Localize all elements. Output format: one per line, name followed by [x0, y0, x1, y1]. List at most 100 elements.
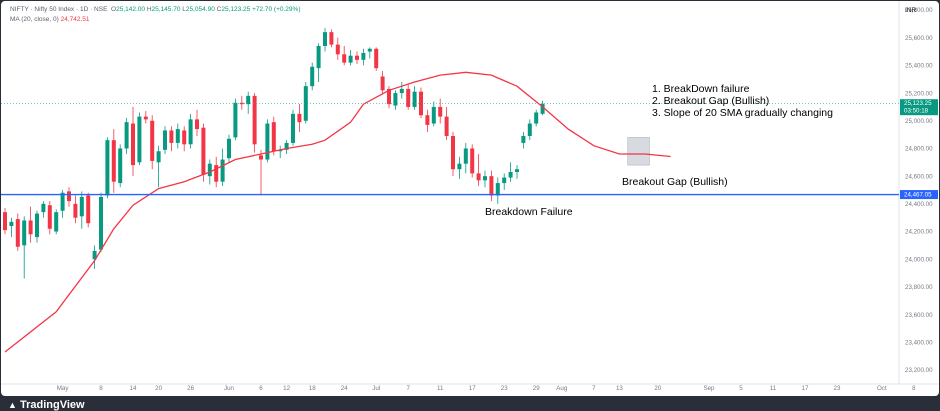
- x-tick-label: 11: [770, 385, 777, 392]
- candle-body: [201, 127, 206, 175]
- candle-body: [9, 221, 14, 226]
- candle-body: [99, 196, 103, 250]
- symbol-legend[interactable]: NIFTY · Nifty 50 Index · 1D · NSE O25,14…: [10, 6, 301, 13]
- ohlc-close: 25,123.25: [221, 6, 251, 13]
- candle-body: [73, 203, 78, 218]
- candle-body: [137, 116, 142, 163]
- chart-pane[interactable]: [1, 1, 939, 396]
- candle-body: [143, 116, 148, 120]
- x-tick-label: 13: [616, 385, 623, 392]
- candle-body: [188, 119, 193, 145]
- y-tick-label: 24,400.00: [905, 201, 933, 208]
- candle-body: [265, 123, 270, 160]
- ohlc-low-label: L: [182, 6, 186, 13]
- candle-body: [483, 176, 487, 181]
- candle-body: [348, 55, 353, 63]
- x-tick-label: 11: [437, 385, 444, 392]
- candle-body: [323, 32, 327, 46]
- candle-body: [131, 123, 135, 166]
- candle-body: [227, 138, 231, 159]
- symbol-name: NIFTY · Nifty 50 Index · 1D · NSE: [10, 6, 108, 13]
- x-tick-label: 12: [283, 385, 290, 392]
- candle-body: [41, 203, 46, 213]
- support-tag: 24,467.05: [900, 190, 938, 200]
- candle-body: [342, 54, 347, 63]
- x-tick-label: 7: [406, 385, 410, 392]
- candle-body: [35, 213, 39, 238]
- candle-body: [431, 106, 436, 124]
- x-tick-label: 20: [155, 385, 162, 392]
- candle-body: [502, 177, 507, 184]
- candle-body: [22, 220, 27, 246]
- candle-body: [86, 195, 91, 224]
- y-tick-label: 24,000.00: [905, 256, 933, 263]
- candle-body: [303, 86, 308, 121]
- candle-body: [355, 55, 359, 60]
- x-tick-label: 23: [501, 385, 508, 392]
- candle-body: [291, 113, 295, 143]
- y-tick-label: 23,600.00: [905, 312, 933, 319]
- candle-body: [246, 95, 251, 105]
- candle-body: [463, 148, 468, 164]
- x-tick-label: 5: [739, 385, 743, 392]
- candle-body: [374, 48, 379, 69]
- candle-body: [527, 123, 532, 136]
- candle-body: [60, 192, 65, 211]
- candle-body: [534, 112, 539, 124]
- candle-body: [214, 165, 219, 182]
- time-axis[interactable]: May 8 14 20 26 Jun 6 12 18 24 Jul 7 11 17 23 29 Aug 7 13 20…: [57, 385, 916, 392]
- candle-body: [28, 220, 33, 235]
- y-tick-label: 23,400.00: [905, 340, 933, 347]
- x-tick-label: Jun: [224, 385, 235, 392]
- candle-body: [297, 113, 302, 123]
- support-tag-value: 24,467.05: [904, 192, 932, 199]
- candle-body: [412, 91, 417, 107]
- candle-body: [182, 130, 187, 145]
- x-tick-label: 23: [834, 385, 841, 392]
- candle-body: [67, 191, 71, 202]
- candle-body: [521, 136, 526, 143]
- candle-body: [399, 88, 404, 94]
- candle-body: [380, 76, 385, 91]
- brand-name: TradingView: [19, 399, 85, 411]
- candle-body: [15, 219, 20, 247]
- x-tick-label: Oct: [877, 385, 887, 392]
- breakout-gap-box: [627, 137, 650, 166]
- candle-body: [438, 106, 443, 117]
- candle-body: [406, 88, 411, 107]
- ohlc-change: +72.70 (+0.29%): [252, 6, 301, 13]
- candle-body: [195, 119, 199, 130]
- ma-label: MA (20, close, 0): [10, 16, 59, 23]
- price-tag-countdown: 03:50:18: [904, 108, 929, 115]
- candle-body: [310, 66, 315, 87]
- breakdown-failure-label: Breakdown Failure: [485, 206, 573, 218]
- candle-body: [387, 88, 391, 105]
- x-tick-label: May: [57, 385, 70, 392]
- x-tick-label: 17: [802, 385, 809, 392]
- candle-body: [335, 44, 340, 55]
- tradingview-logo[interactable]: ▲ TradingView: [8, 399, 85, 411]
- candle-body: [118, 148, 123, 184]
- candle-body: [105, 140, 110, 196]
- ohlc-high-label: H: [146, 6, 152, 13]
- candle-body: [470, 148, 475, 174]
- ma-legend[interactable]: MA (20, close, 0) 24,742.51: [10, 16, 90, 23]
- annotation-item-2: 2. Breakout Gap (Bullish): [652, 95, 769, 107]
- candle-body: [169, 130, 174, 143]
- annotation-item-3: 3. Slope of 20 SMA gradually changing: [652, 107, 833, 119]
- candle-body: [156, 151, 161, 163]
- price-tag-price: 25,123.25: [904, 100, 932, 107]
- candle-body: [207, 163, 212, 177]
- y-tick-label: 25,200.00: [905, 90, 933, 97]
- x-tick-label: Sep: [703, 385, 715, 392]
- price-axis[interactable]: 23,200.00 23,400.00 23,600.00 23,800.00 24,0…: [905, 7, 933, 374]
- candle-body: [3, 212, 7, 231]
- breakout-gap-label: Breakout Gap (Bullish): [622, 176, 728, 188]
- x-tick-label: 24: [341, 385, 348, 392]
- ohlc-open-label: O: [111, 6, 117, 13]
- candle-body: [271, 122, 276, 152]
- candle-body: [220, 159, 225, 182]
- candle-body: [150, 120, 155, 161]
- candle-body: [367, 48, 372, 52]
